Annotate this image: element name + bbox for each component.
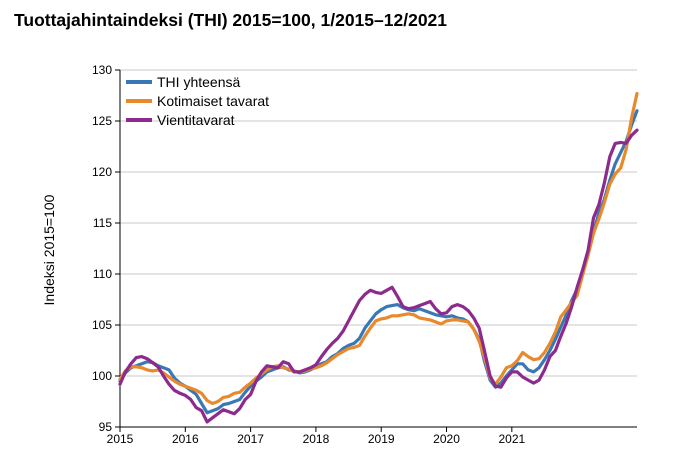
x-tick-label: 2018 <box>303 432 330 446</box>
series-lines <box>118 91 639 424</box>
x-tick-label: 2016 <box>172 432 199 446</box>
legend-label: THI yhteensä <box>157 74 240 90</box>
legend-label: Kotimaiset tavarat <box>157 93 269 109</box>
y-tick-label: 125 <box>92 114 112 128</box>
x-tick-label: 2019 <box>368 432 395 446</box>
x-tick-label: 2021 <box>498 432 525 446</box>
y-axis-label: Indeksi 2015=100 <box>41 194 57 305</box>
legend: THI yhteensä Kotimaiset tavarat Vientitava… <box>126 74 269 128</box>
y-tick-label: 130 <box>92 63 112 77</box>
series-line-2 <box>118 91 639 406</box>
y-tick-labels: 95 100 105 110 115 120 125 130 <box>92 63 112 434</box>
x-tick-label: 2017 <box>237 432 264 446</box>
y-tick-label: 95 <box>99 420 113 434</box>
x-tick-labels: 2015 2016 2017 2018 2019 2020 2021 <box>107 432 526 446</box>
legend-label: Vientitavarat <box>157 112 235 128</box>
series-line-3 <box>118 128 639 424</box>
y-tick-label: 115 <box>93 216 112 230</box>
x-tick-label: 2020 <box>433 432 460 446</box>
y-tick-label: 120 <box>92 165 112 179</box>
y-tick-label: 110 <box>93 267 112 281</box>
chart-title: Tuottajahintaindeksi (THI) 2015=100, 1/2… <box>14 10 448 30</box>
axes <box>115 69 637 432</box>
series-line-1 <box>118 109 639 415</box>
y-tick-label: 100 <box>92 369 112 383</box>
y-tick-label: 105 <box>92 318 112 332</box>
x-tick-label: 2015 <box>107 432 134 446</box>
